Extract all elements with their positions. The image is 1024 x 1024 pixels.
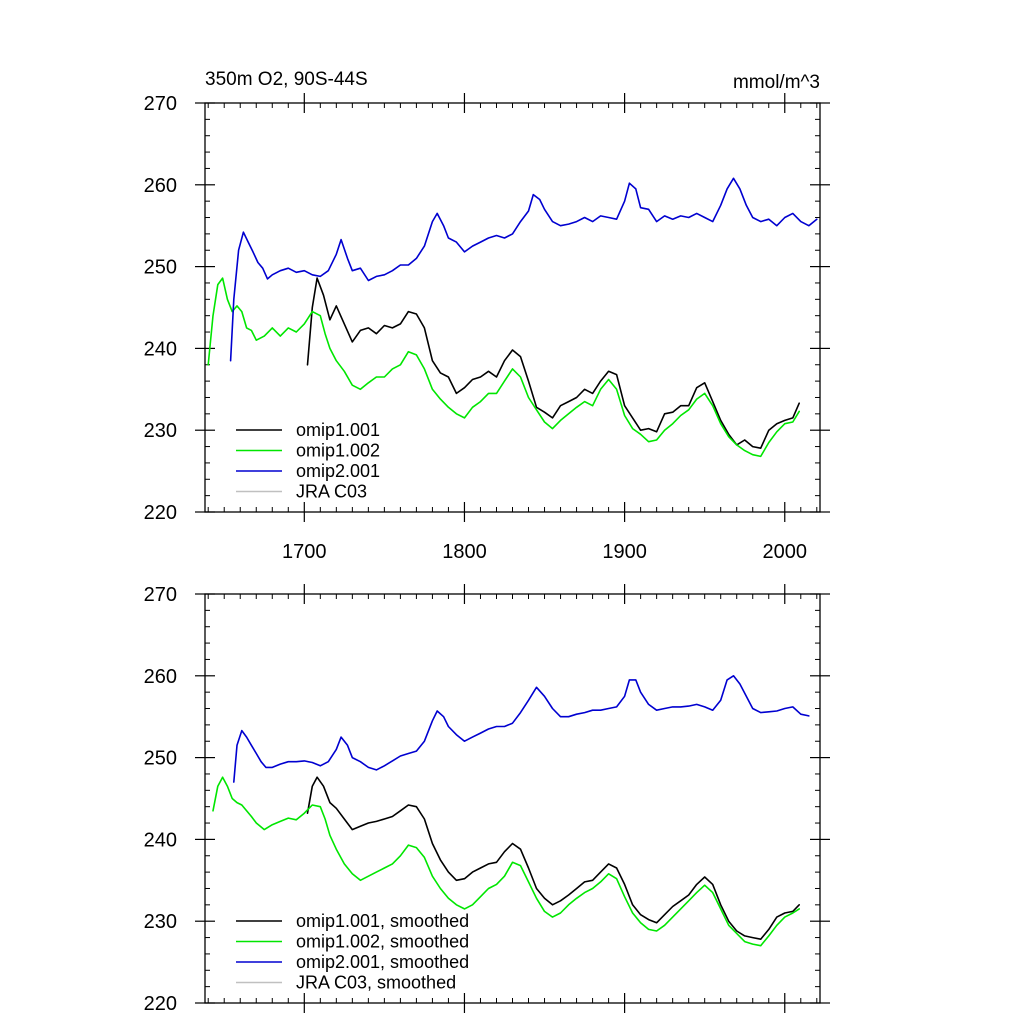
legend-label: omip1.002 bbox=[296, 441, 380, 461]
y-tick-label: 230 bbox=[144, 420, 177, 442]
units-label: mmol/m^3 bbox=[733, 72, 820, 93]
chart-title: 350m O2, 90S-44S bbox=[205, 69, 368, 90]
series-line-omip1-002-smoothed bbox=[212, 776, 801, 947]
x-tick-label: 2000 bbox=[763, 541, 808, 563]
legend-label: omip2.001, smoothed bbox=[296, 952, 469, 972]
legend-label: omip1.002, smoothed bbox=[296, 932, 469, 952]
series-line-omip2-001 bbox=[229, 177, 818, 362]
x-tick-label: 1800 bbox=[442, 541, 487, 563]
y-tick-label: 220 bbox=[144, 502, 177, 524]
y-tick-label: 260 bbox=[144, 666, 177, 688]
series-line-omip1-001-smoothed bbox=[306, 776, 801, 941]
legend-label: JRA C03 bbox=[296, 482, 367, 502]
x-tick-label: 1700 bbox=[282, 541, 327, 563]
series-line-omip1-001 bbox=[306, 277, 801, 450]
y-tick-label: 250 bbox=[144, 257, 177, 279]
y-tick-label: 220 bbox=[144, 993, 177, 1015]
chart-panel-1: 1700 1800 1900 2000 220 230 240 250 260 270 350m O… bbox=[144, 69, 830, 563]
y-tick-label: 240 bbox=[144, 338, 177, 360]
series-line-omip2-001-smoothed bbox=[233, 674, 810, 783]
legend-label: omip2.001 bbox=[296, 461, 380, 481]
series-line-omip1-002 bbox=[207, 277, 801, 458]
legend-label: JRA C03, smoothed bbox=[296, 973, 456, 993]
y-tick-label: 260 bbox=[144, 175, 177, 197]
y-tick-label: 230 bbox=[144, 911, 177, 933]
y-tick-label: 270 bbox=[144, 584, 177, 606]
legend-label: omip1.001, smoothed bbox=[296, 911, 469, 931]
y-tick-label: 270 bbox=[144, 93, 177, 115]
legend-label: omip1.001 bbox=[296, 420, 380, 440]
y-tick-label: 250 bbox=[144, 748, 177, 770]
y-tick-label: 240 bbox=[144, 829, 177, 851]
x-tick-label: 1900 bbox=[602, 541, 647, 563]
